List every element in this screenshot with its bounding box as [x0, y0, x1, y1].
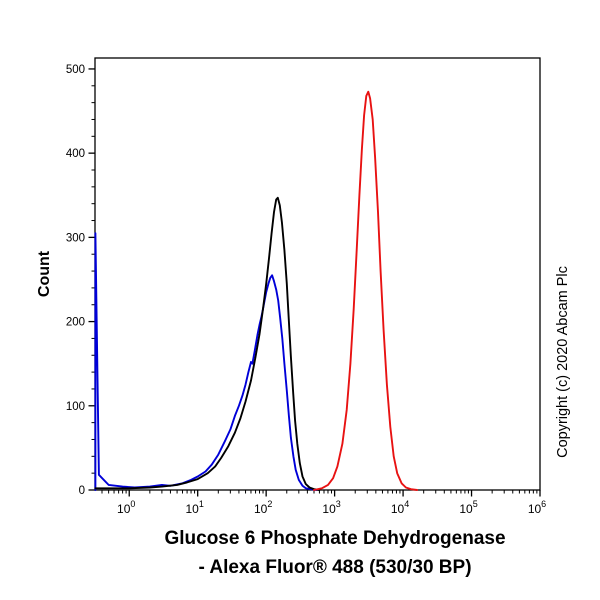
series-g6pd-alexa488-red	[313, 90, 419, 491]
x-axis: 100 101 102 103 104 105 106	[117, 490, 546, 516]
y-axis-minor-ticks	[91, 85, 95, 474]
y-axis: 0 100 200 300 400 500	[66, 64, 95, 497]
plot-frame	[94, 57, 541, 491]
chart-title: Glucose 6 Phosphate Dehydrogenase - Alex…	[70, 524, 600, 582]
x-axis-minor-ticks	[101, 490, 538, 494]
y-axis-title: Count	[36, 250, 53, 298]
y-tick-label: 0	[79, 485, 85, 497]
y-tick-label: 300	[66, 232, 85, 244]
x-tick-label: 104	[391, 499, 409, 516]
y-tick-label: 100	[66, 401, 85, 413]
y-tick-label: 200	[66, 317, 85, 329]
y-tick-label: 500	[66, 64, 85, 76]
x-tick-label: 105	[459, 499, 477, 516]
x-tick-label: 100	[117, 499, 135, 516]
y-tick-label: 400	[66, 148, 85, 160]
series-secondary-only-black	[94, 196, 321, 491]
copyright-text: Copyright (c) 2020 Abcam Plc	[555, 266, 571, 458]
x-tick-label: 102	[254, 499, 272, 516]
x-tick-label: 101	[186, 499, 204, 516]
x-tick-label: 103	[322, 499, 340, 516]
chart-title-line1: Glucose 6 Phosphate Dehydrogenase	[164, 528, 506, 549]
chart-title-line2: - Alexa Fluor® 488 (530/30 BP)	[198, 557, 472, 578]
x-tick-label: 106	[528, 499, 546, 516]
series-unlabelled-control-blue	[94, 232, 318, 491]
